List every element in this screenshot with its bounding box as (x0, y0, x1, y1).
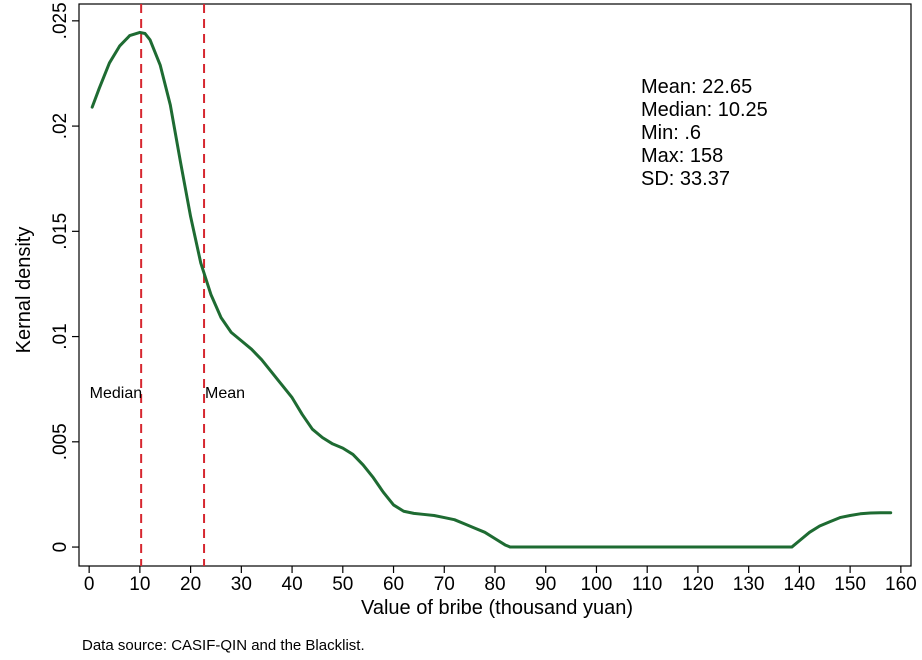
reference-label-median: Median (90, 385, 142, 402)
x-tick-label: 0 (84, 574, 95, 595)
y-tick-label: .015 (50, 213, 71, 250)
x-tick-label: 160 (885, 574, 917, 595)
reference-lines: Median Mean (90, 4, 245, 566)
stat-sd: SD: 33.37 (641, 168, 730, 190)
density-curve (90, 30, 893, 549)
x-tick-label: 50 (332, 574, 353, 595)
x-tick-label: 20 (180, 574, 201, 595)
x-tick-label: 80 (484, 574, 505, 595)
x-tick-label: 140 (784, 574, 816, 595)
x-axis-ticks: 0 10 20 30 40 50 60 70 80 90 100 110 120 130 140 150 160 (84, 566, 917, 595)
y-tick-label: .025 (50, 2, 71, 39)
y-axis-label: Kernal density (13, 227, 35, 354)
y-tick-label: .02 (50, 113, 71, 139)
series-layer (90, 30, 893, 549)
x-tick-label: 90 (535, 574, 556, 595)
stat-mean: Mean: 22.65 (641, 76, 752, 98)
summary-statistics-box: Mean: 22.65 Median: 10.25 Min: .6 Max: 1… (641, 76, 768, 190)
x-tick-label: 110 (632, 574, 662, 595)
reference-label-mean: Mean (205, 385, 245, 402)
y-tick-label: .01 (50, 323, 71, 349)
stat-max: Max: 158 (641, 145, 723, 167)
x-axis-label: Value of bribe (thousand yuan) (361, 597, 633, 619)
stat-median: Median: 10.25 (641, 99, 768, 121)
x-tick-label: 30 (231, 574, 252, 595)
y-axis-ticks: 0 .005 .01 .015 .02 .025 (50, 2, 79, 552)
stat-min: Min: .6 (641, 122, 701, 144)
x-tick-label: 70 (434, 574, 455, 595)
footnote: Data source: CASIF-QIN and the Blacklist… (82, 637, 365, 654)
x-tick-label: 10 (129, 574, 150, 595)
x-tick-label: 40 (282, 574, 303, 595)
x-tick-label: 60 (383, 574, 404, 595)
x-tick-label: 130 (733, 574, 765, 595)
x-tick-label: 100 (581, 574, 613, 595)
y-tick-label: 0 (50, 542, 71, 553)
y-tick-label: .005 (50, 423, 71, 460)
x-tick-label: 150 (834, 574, 866, 595)
x-tick-label: 120 (682, 574, 714, 595)
